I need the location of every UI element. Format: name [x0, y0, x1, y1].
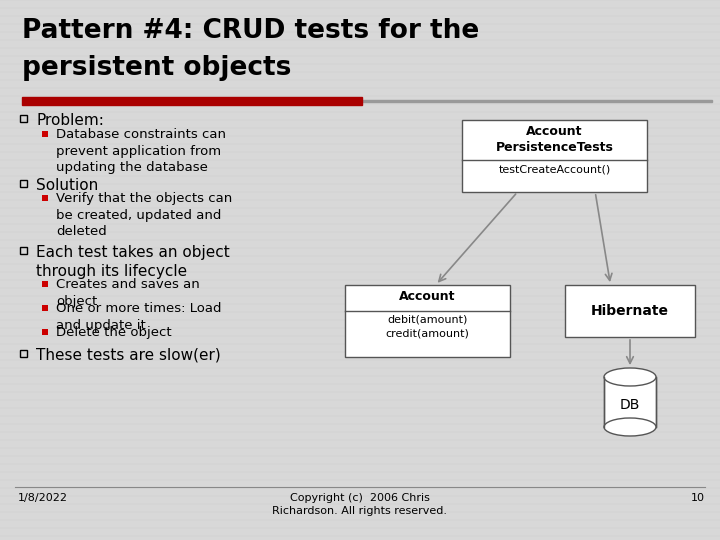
Text: These tests are slow(er): These tests are slow(er) [36, 348, 221, 363]
Text: Delete the object: Delete the object [56, 326, 171, 339]
Bar [22, 97, 362, 105]
Text: Pattern #4: CRUD tests for the: Pattern #4: CRUD tests for the [22, 18, 480, 44]
Bar [42, 281, 48, 287]
Bar [20, 180, 27, 187]
Text: One or more times: Load
and update it: One or more times: Load and update it [56, 302, 222, 332]
Text: persistent objects: persistent objects [22, 55, 292, 81]
Text: 1/8/2022: 1/8/2022 [18, 493, 68, 503]
Text: Problem:: Problem: [36, 113, 104, 128]
Text: Account
PersistenceTests: Account PersistenceTests [495, 125, 613, 154]
Text: Solution: Solution [36, 178, 98, 193]
Bar [20, 350, 27, 357]
Bar [20, 247, 27, 254]
Text: Creates and saves an
object: Creates and saves an object [56, 278, 199, 307]
Bar [462, 120, 647, 192]
Text: Each test takes an object
through its lifecycle: Each test takes an object through its li… [36, 245, 230, 279]
Text: Account: Account [400, 290, 456, 303]
Bar [42, 305, 48, 311]
Text: Database constraints can
prevent application from
updating the database: Database constraints can prevent applica… [56, 128, 226, 174]
Bar [20, 115, 27, 122]
Text: 10: 10 [691, 493, 705, 503]
Bar [565, 285, 695, 337]
Bar [42, 131, 48, 137]
Bar [345, 285, 510, 357]
Text: debit(amount)
credit(amount): debit(amount) credit(amount) [386, 315, 469, 338]
Text: Verify that the objects can
be created, updated and
deleted: Verify that the objects can be created, … [56, 192, 233, 238]
Bar [42, 329, 48, 335]
Bar [42, 195, 48, 201]
Text: testCreateAccount(): testCreateAccount() [498, 164, 611, 174]
Text: Copyright (c)  2006 Chris
Richardson. All rights reserved.: Copyright (c) 2006 Chris Richardson. All… [272, 493, 448, 516]
Text: Hibernate: Hibernate [591, 304, 669, 318]
Text: DB: DB [620, 398, 640, 412]
Bar [604, 377, 656, 427]
Bar [362, 100, 712, 102]
Ellipse shape [604, 368, 656, 386]
Ellipse shape [604, 418, 656, 436]
